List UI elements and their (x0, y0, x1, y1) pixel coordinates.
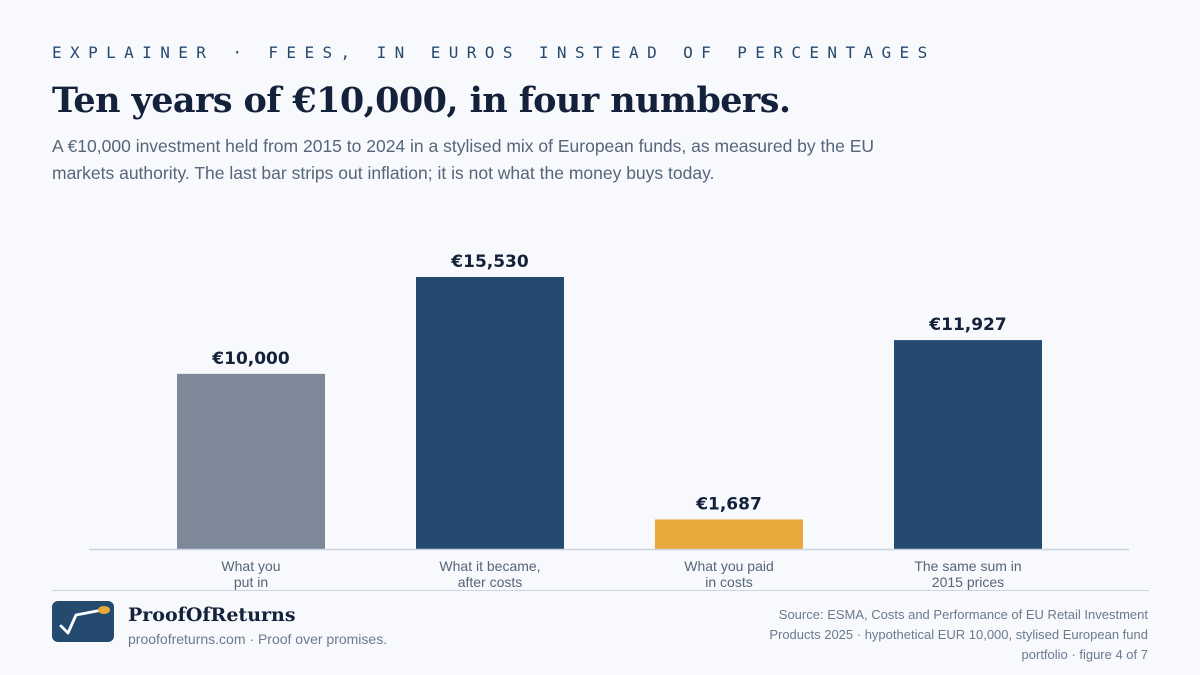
brand-tagline: proofofreturns.com · Proof over promises… (128, 631, 388, 647)
bar-value-label: €1,687 (695, 494, 762, 514)
subtitle: A €10,000 investment held from 2015 to 2… (52, 136, 875, 183)
footer-divider (52, 590, 1149, 591)
bar (177, 373, 325, 549)
category-label: 2015 prices (932, 574, 1004, 590)
bar (416, 277, 564, 549)
category-label: after costs (458, 574, 523, 590)
bar (655, 519, 803, 549)
bar-value-label: €15,530 (450, 252, 529, 272)
bar-value-label: €11,927 (928, 315, 1006, 335)
source-note: Source: ESMA, Costs and Performance of E… (769, 607, 1148, 662)
category-label: put in (234, 574, 268, 590)
category-label: in costs (705, 574, 752, 590)
bar-value-label: €10,000 (211, 349, 290, 369)
brand-name: ProofOfReturns (128, 604, 296, 626)
category-label: What it became, (439, 558, 540, 574)
category-label: The same sum in (914, 558, 1021, 574)
kicker: EXPLAINER · FEES, IN EUROS INSTEAD OF PE… (52, 43, 936, 62)
chart-check-icon (52, 601, 114, 642)
category-label: What you (221, 558, 280, 574)
category-label: What you paid (684, 558, 774, 574)
bar (894, 340, 1042, 549)
page-title: Ten years of €10,000, in four numbers. (52, 80, 791, 121)
